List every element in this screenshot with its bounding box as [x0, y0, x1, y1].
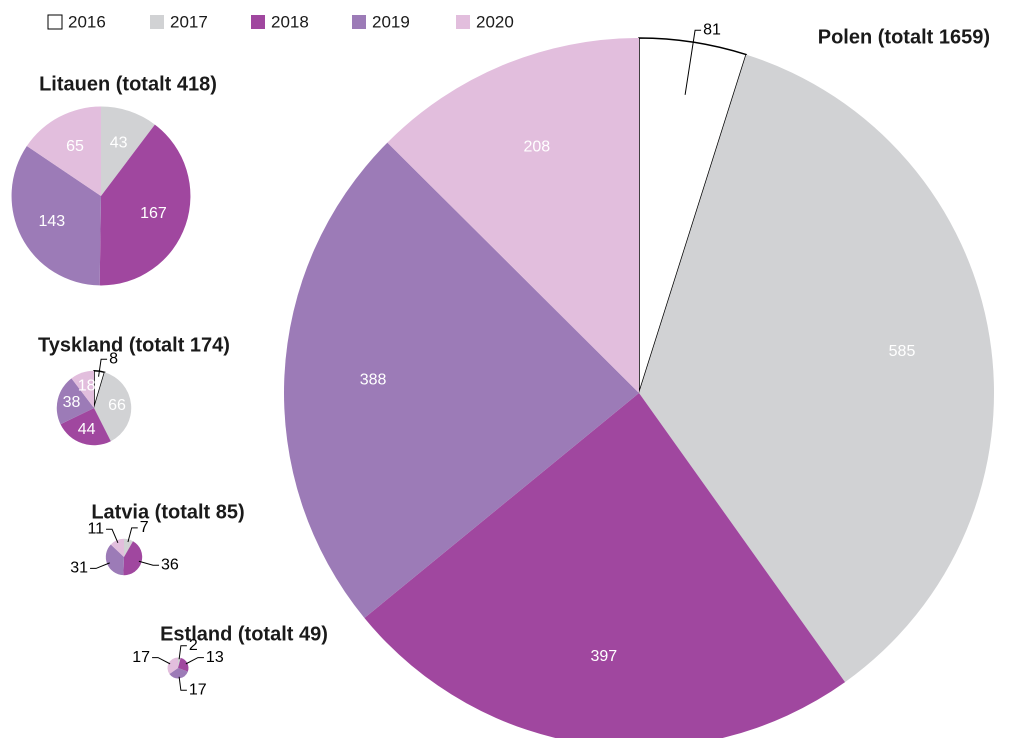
- leader-line: [684, 29, 702, 95]
- slice-label: 7: [140, 519, 149, 536]
- pie-slice: [284, 142, 639, 618]
- pie-title: Litauen (totalt 418): [39, 73, 217, 95]
- leader-line: [138, 560, 160, 566]
- slice-label: 65: [66, 138, 84, 155]
- pie-title: Tyskland (totalt 174): [38, 334, 230, 356]
- pie-slice: [639, 54, 994, 683]
- pie-title: Polen (totalt 1659): [818, 26, 990, 48]
- legend-swatch: [456, 15, 470, 29]
- slice-label: 167: [140, 205, 167, 222]
- slice-label: 388: [360, 371, 387, 388]
- pie-slice: [110, 538, 124, 557]
- pie-slice: [364, 393, 846, 743]
- slice-label: 38: [63, 394, 81, 411]
- slice-label: 81: [703, 22, 721, 39]
- leader-line: [152, 657, 171, 665]
- legend-swatch: [47, 14, 63, 30]
- pie-slice: [167, 657, 178, 674]
- slice-label: 31: [70, 560, 88, 577]
- pie-slice: [71, 370, 94, 408]
- legend-label: 2017: [170, 12, 208, 31]
- pie-slice: [387, 38, 639, 393]
- slice-label: 397: [590, 648, 617, 665]
- pie-slice: [60, 408, 111, 446]
- legend-swatch: [150, 15, 164, 29]
- slice-label: 585: [889, 343, 916, 360]
- legend-label: 2016: [68, 12, 106, 31]
- legend-label: 2020: [476, 12, 514, 31]
- slice-label: 18: [78, 377, 96, 394]
- pie-slice: [169, 668, 188, 679]
- slice-label: 17: [189, 682, 207, 699]
- legend-label: 2018: [271, 12, 309, 31]
- pie-slice: [123, 541, 143, 576]
- pie-slice: [99, 124, 191, 286]
- slice-label: 143: [38, 213, 65, 230]
- pie-slice: [26, 106, 101, 196]
- pie-title: Latvia (totalt 85): [91, 501, 244, 523]
- leader-line: [106, 528, 119, 543]
- leader-line: [127, 527, 138, 543]
- leader-line: [178, 676, 187, 691]
- slice-label: 13: [206, 649, 224, 666]
- legend-label: 2019: [372, 12, 410, 31]
- leader-line: [90, 562, 110, 569]
- slice-label: 208: [523, 138, 550, 155]
- slice-label: 2: [189, 637, 198, 654]
- pie-slice: [178, 657, 189, 672]
- leader-line: [178, 645, 187, 660]
- pie-slice: [178, 657, 181, 668]
- pie-slice: [105, 544, 124, 576]
- slice-label: 17: [132, 649, 150, 666]
- slice-label: 36: [161, 556, 179, 573]
- slice-label: 8: [109, 350, 118, 367]
- pie-slice: [124, 538, 133, 557]
- slice-label: 43: [110, 135, 128, 152]
- slice-label: 44: [78, 421, 96, 438]
- pie-slice: [56, 378, 94, 425]
- pie-slice: [11, 145, 101, 286]
- leader-line: [98, 358, 108, 377]
- legend-swatch: [352, 15, 366, 29]
- legend-swatch: [251, 15, 265, 29]
- pie-slice: [101, 106, 155, 196]
- leader-line: [185, 657, 204, 665]
- pie-slice: [94, 372, 132, 442]
- pie-title: Estland (totalt 49): [160, 623, 328, 645]
- slice-label: 66: [108, 397, 126, 414]
- slice-label: 11: [87, 520, 104, 537]
